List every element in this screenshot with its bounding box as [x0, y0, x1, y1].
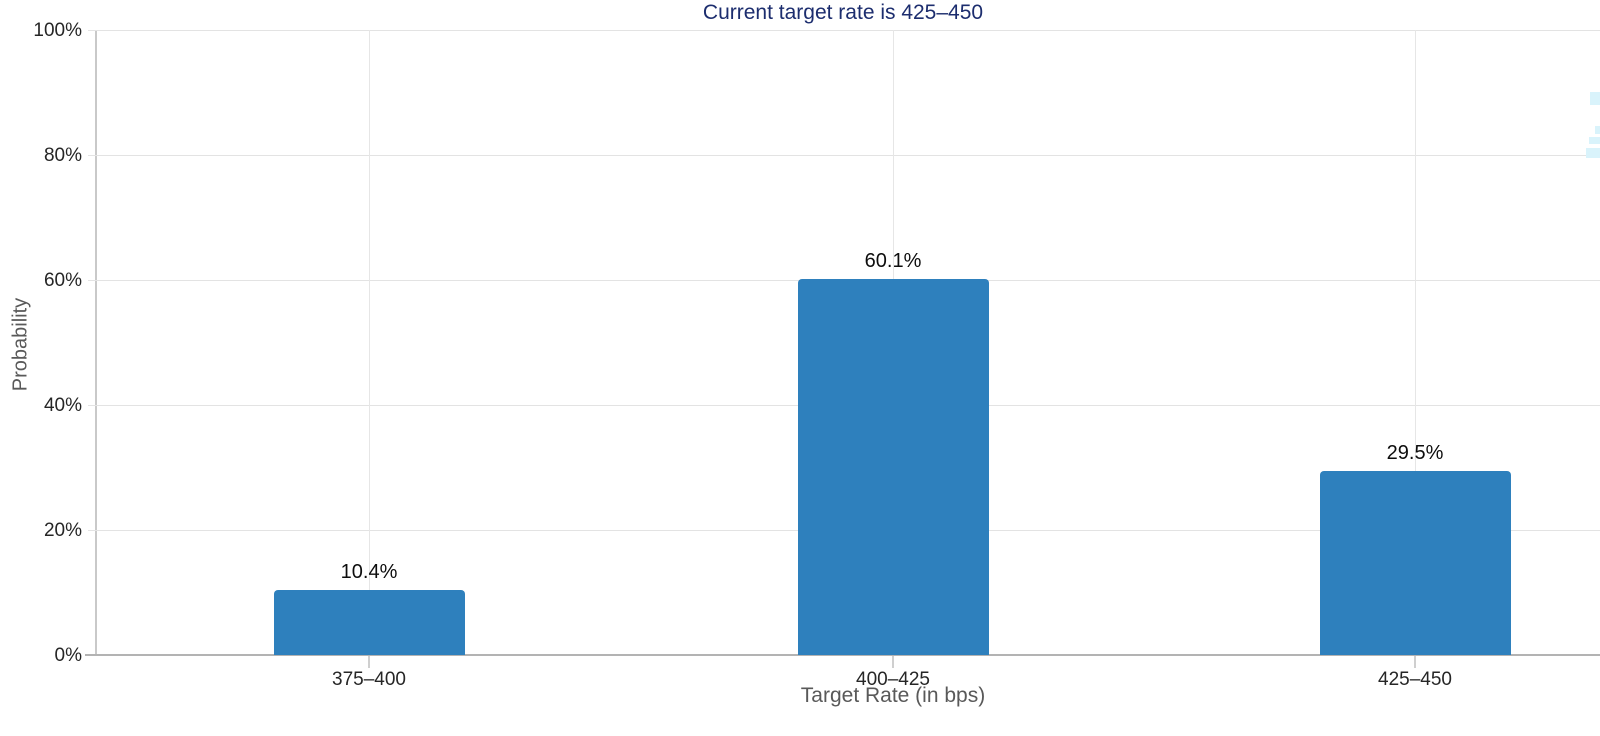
x-axis-tick	[368, 656, 370, 668]
chart-title: Current target rate is 425–450	[702, 1, 984, 24]
y-tick-label: 40%	[43, 395, 82, 416]
probability-bar-425-450[interactable]	[1319, 470, 1511, 655]
y-tick-label: 80%	[43, 145, 82, 166]
plot-area	[85, 29, 1600, 656]
y-tick-label: 20%	[43, 520, 82, 541]
cutoff-element-artifact	[1590, 92, 1600, 105]
y-axis-line	[95, 30, 97, 655]
y-gridline	[88, 29, 1600, 31]
y-tick-label: 0%	[54, 645, 82, 666]
probability-bar-375-400[interactable]	[273, 590, 465, 655]
bar-value-label: 10.4%	[340, 561, 398, 583]
x-tick-label: 400–425	[856, 669, 930, 690]
x-gridline	[368, 30, 370, 655]
probability-bar-400-425[interactable]	[797, 279, 989, 655]
x-tick-label: 425–450	[1378, 669, 1452, 690]
y-tick-label: 60%	[43, 270, 82, 291]
x-axis-title: Target Rate (in bps)	[800, 684, 986, 707]
y-gridline	[88, 154, 1600, 156]
y-axis-title: Probability	[9, 297, 32, 392]
cutoff-element-artifact	[1586, 148, 1600, 158]
cutoff-element-artifact	[1589, 137, 1600, 144]
cutoff-element-artifact	[1595, 126, 1600, 134]
x-axis-tick	[1414, 656, 1416, 668]
bar-value-label: 60.1%	[864, 250, 922, 273]
x-gridline	[1414, 30, 1416, 655]
y-tick-label: 100%	[33, 20, 82, 41]
x-axis-tick	[892, 656, 894, 668]
x-tick-label: 375–400	[332, 669, 406, 690]
bar-value-label: 29.5%	[1386, 441, 1444, 464]
x-axis-line	[85, 654, 1600, 656]
